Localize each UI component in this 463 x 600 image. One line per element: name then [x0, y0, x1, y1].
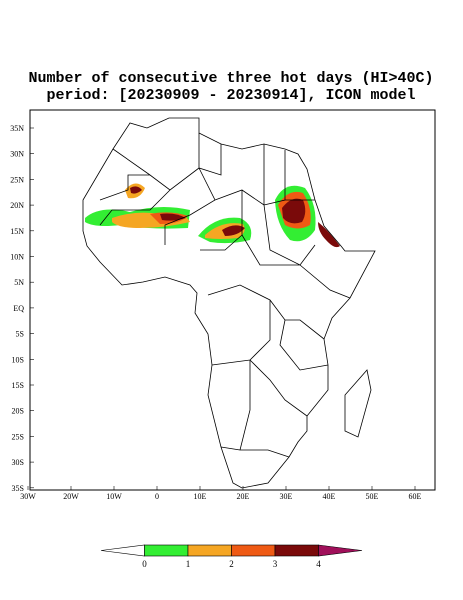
lat-label: EQ [13, 304, 24, 313]
lon-label: 0 [155, 492, 159, 501]
colorbar-label: 0 [142, 559, 147, 569]
lon-label: 10E [194, 492, 207, 501]
lon-label: 20E [237, 492, 250, 501]
lat-label: 30S [12, 458, 24, 467]
colorbar-box [144, 544, 189, 557]
colorbar-label: 4 [316, 559, 321, 569]
lon-label: 60E [409, 492, 422, 501]
lat-label: 35S [12, 484, 24, 493]
lat-label: 35N [10, 124, 24, 133]
lat-label: 20N [10, 201, 24, 210]
lat-label: 25N [10, 175, 24, 184]
colorbar-end [318, 544, 363, 557]
axis-labels: 35N 30N 25N 20N 15N 10N 5N EQ 5S 10S 15S 20S 25S 30S 3… [10, 124, 421, 501]
lat-label: 10S [12, 355, 24, 364]
colorbar: 0 1 2 3 4 [100, 544, 363, 569]
colorbar-label: 3 [273, 559, 278, 569]
colorbar-label: 2 [229, 559, 234, 569]
colorbar-end [100, 544, 145, 557]
lat-label: 5N [14, 278, 24, 287]
colorbar-box [274, 544, 319, 557]
lon-label: 20W [63, 492, 79, 501]
lat-label: 5S [16, 330, 24, 339]
lat-label: 25S [12, 432, 24, 441]
lon-label: 30E [280, 492, 293, 501]
lon-label: 40E [323, 492, 336, 501]
subtitle: period: [20230909 - 20230914], ICON mode… [46, 87, 415, 104]
lon-label: 10W [106, 492, 122, 501]
lon-label: 30W [20, 492, 36, 501]
colorbar-box [231, 544, 276, 557]
lon-label: 50E [366, 492, 379, 501]
lat-label: 15S [12, 381, 24, 390]
lat-label: 10N [10, 253, 24, 262]
lat-label: 30N [10, 150, 24, 159]
map-frame [29, 109, 436, 491]
colorbar-box [187, 544, 232, 557]
title: Number of consecutive three hot days (HI… [28, 70, 433, 87]
coastlines [82, 117, 376, 489]
lat-label: 15N [10, 227, 24, 236]
lat-label: 20S [12, 407, 24, 416]
colorbar-label: 1 [186, 559, 191, 569]
